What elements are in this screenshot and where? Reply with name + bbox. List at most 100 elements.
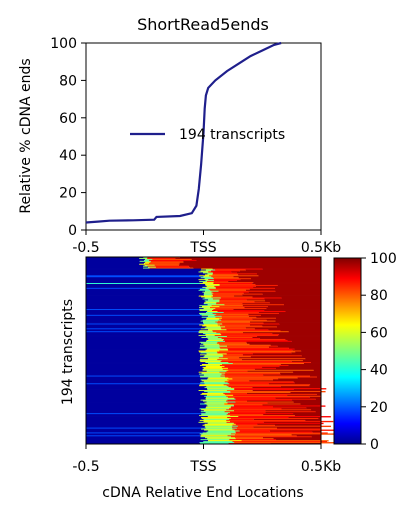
heatmap-row-right [310,384,321,386]
heatmap-row-left [86,390,205,393]
heatmap-row-mid [221,334,280,336]
heatmap-row-mid [208,288,250,291]
heatmap-row-left [86,375,200,377]
heatmap-row-left [86,258,146,261]
heatmap-row-mid [222,356,251,358]
heatmap-row-left [86,267,144,269]
heatmap-row-right [265,412,321,414]
heatmap-row-right [296,435,321,437]
heatmap-row-right [248,313,321,316]
heatmap-row-right [262,268,321,270]
heatmap-row-mid [214,335,279,337]
heatmap-row-right [262,325,321,327]
heatmap-row-right [305,419,321,422]
heatmap-row-left [86,330,200,332]
heatmap-row-left [86,370,207,373]
heatmap-row-mid [225,372,280,375]
heatmap-row-left [86,284,206,287]
heatmap-row-right [233,276,321,278]
heatmap-row-transition [204,387,231,389]
heatmap-row-mid [147,265,189,268]
heatmap-row-left [86,377,209,379]
heatmap-row-transition [207,405,234,407]
heatmap-row-left [86,432,203,434]
heatmap-row-transition [143,257,148,259]
heatmap-row-left [86,344,201,347]
heatmap-row-transition [201,434,235,436]
heatmap-row-mid [154,264,179,267]
heatmap-row-mid [226,421,264,424]
heatmap-row-transition [200,411,225,413]
heatmap-row-transition [203,367,228,370]
heatmap-row-left [86,415,200,417]
heatmap-row-left [86,414,202,416]
heatmap-row-right [263,322,321,324]
heatmap-row-right [254,301,321,303]
heatmap-row-right [287,339,321,342]
heatmap-row-right [231,271,321,273]
heatmap-row-right [279,323,321,325]
heatmap-row-mid [233,404,263,406]
heatmap-row-left [86,363,209,365]
heatmap-row-right [278,335,321,337]
x-tick-label: 0.5Kb [301,459,341,475]
heatmap-row-right [279,365,321,368]
heatmap-row-left [86,319,203,322]
heatmap-row-transition [203,272,213,274]
heatmap-row-left [86,389,208,391]
heatmap-row-transition [200,439,230,441]
heatmap-row-mid [235,423,258,426]
heatmap-row-transition [203,410,235,412]
heatmap-row-transition [202,282,214,284]
heatmap-row-mid [223,355,302,357]
heatmap-row-right [293,413,321,415]
heatmap-row-transition [208,299,220,301]
heatmap-row-mid [228,377,298,379]
heatmap-row-left [86,351,200,353]
heatmap-row-mid [234,437,263,439]
heatmap-row-left [86,416,208,418]
heatmap-row-mid [216,302,270,304]
heatmap-row-transition [202,368,223,371]
heatmap-row-mid [216,351,296,353]
heatmap-row-left [86,286,203,289]
heatmap-row-transition [205,301,220,303]
heatmap-row-mid [216,313,249,316]
x-tick-label: -0.5 [72,240,99,256]
heatmap-row-transition [200,393,225,396]
heatmap-row-mid [212,330,281,332]
heatmap-row-left [86,434,202,436]
heatmap-row-left [86,264,145,267]
heatmap-row-right [316,393,321,396]
heatmap-row-transition [204,423,236,426]
heatmap-row-transition [200,435,228,437]
heatmap-row-mid [223,384,311,386]
heatmap-row-transition [204,426,232,429]
heatmap-row-left [86,407,206,409]
heatmap-row-transition [206,404,234,406]
heatmap-row-right [228,281,321,283]
heatmap-row-transition [201,337,218,339]
heatmap-row-left [86,337,202,339]
heatmap-row-mid [145,263,180,266]
heatmap-row-left [86,323,204,325]
heatmap-row-mid [228,362,311,364]
heatmap-row-left [86,334,206,336]
colorbar-tick-label: 20 [370,400,388,416]
heatmap-row-right [267,306,321,308]
heatmap-row-transition [202,424,233,427]
heatmap-row-transition [202,298,213,300]
heatmap-row-left [86,326,207,328]
heatmap-row-left [86,275,200,277]
heatmap-row-left [86,413,202,415]
heatmap-row-transition [205,365,225,368]
heatmap-row-right [260,314,321,317]
heatmap-row-right [311,409,321,411]
heatmap-row-right [281,297,321,299]
heatmap-row-right [244,307,321,309]
heatmap-row-transition [203,322,218,324]
heatmap-row-transition [198,279,209,281]
heatmap-row-left [86,402,205,404]
heatmap-row-transition [207,422,234,425]
